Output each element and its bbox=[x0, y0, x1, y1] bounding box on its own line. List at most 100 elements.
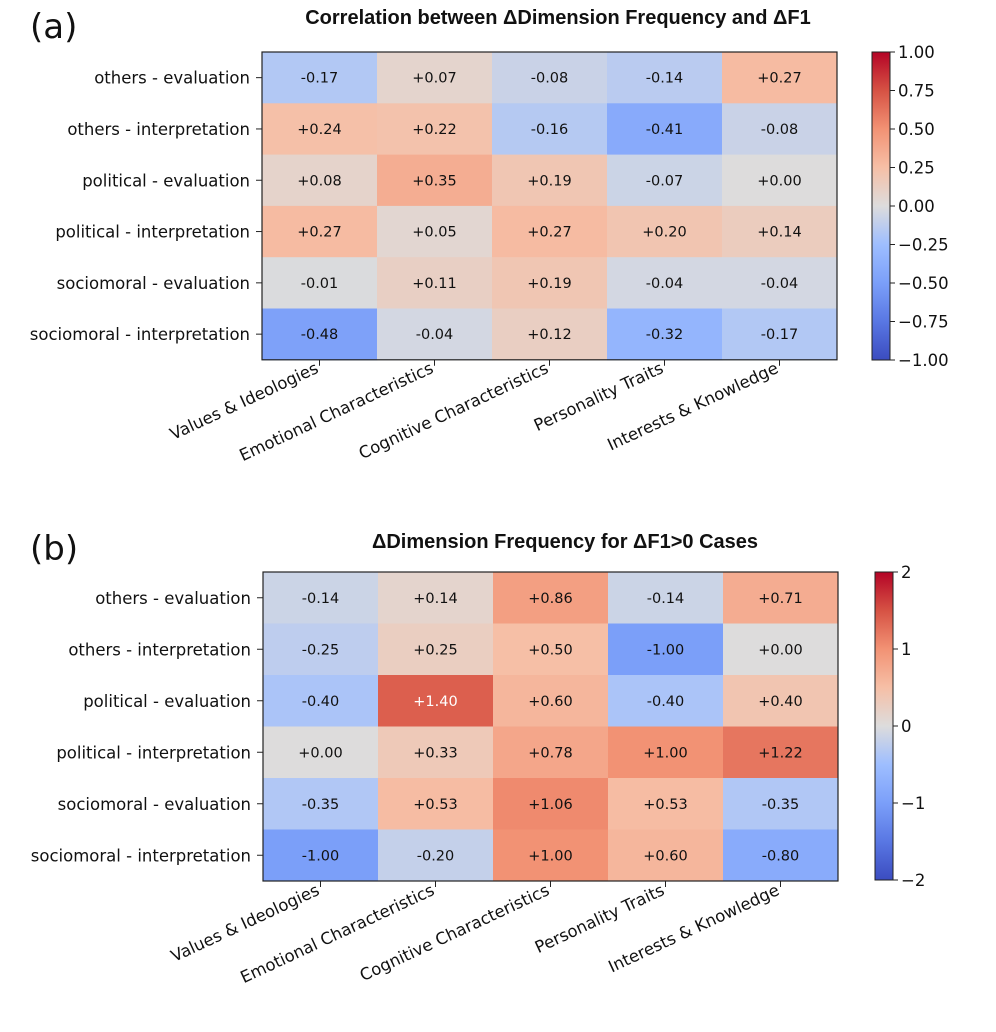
heatmap-cell bbox=[262, 205, 378, 258]
cell-value-label: -0.14 bbox=[647, 591, 685, 607]
heatmap-cell bbox=[378, 572, 494, 624]
cell-value-label: +0.86 bbox=[528, 591, 572, 607]
y-tick-label: others - evaluation bbox=[94, 69, 250, 88]
heatmap-cell bbox=[377, 103, 493, 156]
heatmap-cell bbox=[493, 623, 609, 676]
colorbar-tick-label: 0.75 bbox=[898, 82, 935, 101]
heatmap-cell bbox=[262, 103, 378, 156]
heatmap-cell bbox=[493, 778, 609, 830]
cell-value-label: -0.40 bbox=[302, 694, 340, 710]
colorbar-tick-label: 0.25 bbox=[898, 159, 935, 178]
cell-value-label: -0.17 bbox=[301, 71, 339, 87]
cell-value-label: +0.27 bbox=[297, 225, 341, 241]
heatmap-cell bbox=[263, 623, 379, 676]
heatmap-cell bbox=[722, 257, 838, 309]
x-tick-label: Cognitive Characteristics bbox=[357, 880, 552, 985]
cell-value-label: -0.04 bbox=[416, 327, 454, 343]
heatmap-cell bbox=[262, 257, 378, 309]
heatmap-cell bbox=[493, 726, 609, 779]
heatmap-panel-a: (a) Correlation between ΔDimension Freque… bbox=[30, 7, 949, 465]
cell-value-label: -0.07 bbox=[646, 173, 684, 189]
heatmap-cell bbox=[723, 623, 839, 676]
cell-value-label: -0.35 bbox=[762, 797, 800, 813]
heatmap-cell bbox=[492, 52, 608, 104]
heatmap-cell bbox=[493, 572, 609, 624]
heatmap-cell bbox=[492, 205, 608, 258]
cell-value-label: +0.19 bbox=[527, 276, 571, 292]
cell-value-label: -0.16 bbox=[531, 122, 569, 138]
cell-value-label: +0.12 bbox=[527, 327, 571, 343]
cell-value-label: -0.01 bbox=[301, 276, 339, 292]
heatmap-cell bbox=[492, 103, 608, 156]
heatmap-cell bbox=[378, 778, 494, 830]
colorbar-tick-label: −0.25 bbox=[898, 236, 949, 255]
cell-value-label: +0.20 bbox=[642, 225, 686, 241]
heatmap-cell bbox=[722, 52, 838, 104]
x-tick-label: Emotional Characteristics bbox=[237, 880, 437, 987]
cell-value-label: -0.08 bbox=[531, 71, 569, 87]
heatmap-cell bbox=[608, 623, 724, 676]
cell-value-label: -1.00 bbox=[302, 848, 340, 864]
heatmap-cell bbox=[723, 572, 839, 624]
heatmap-cell bbox=[608, 778, 724, 830]
heatmap-cell bbox=[262, 154, 378, 207]
cell-value-label: +1.00 bbox=[528, 848, 572, 864]
heatmap-cell bbox=[378, 726, 494, 779]
cell-value-label: +0.05 bbox=[412, 225, 456, 241]
y-tick-label: others - interpretation bbox=[68, 640, 251, 659]
cell-value-label: -0.17 bbox=[761, 327, 799, 343]
y-tick-label: others - evaluation bbox=[95, 589, 251, 608]
cell-value-label: +0.78 bbox=[528, 745, 572, 761]
panel-label: (b) bbox=[30, 529, 78, 569]
heatmap-cell bbox=[607, 103, 723, 156]
colorbar-tick-label: −1 bbox=[901, 794, 925, 813]
y-tick-label: political - interpretation bbox=[56, 743, 251, 762]
heatmap-cell bbox=[492, 308, 608, 361]
cell-value-label: +0.40 bbox=[758, 694, 802, 710]
heatmap-cell bbox=[608, 572, 724, 624]
heatmap-cell bbox=[722, 154, 838, 207]
cell-value-label: +0.00 bbox=[298, 745, 342, 761]
cell-value-label: +1.06 bbox=[528, 797, 572, 813]
heatmap-cell bbox=[262, 308, 378, 361]
x-tick-label: Cognitive Characteristics bbox=[356, 358, 551, 463]
cell-value-label: +0.27 bbox=[527, 225, 571, 241]
heatmap-cell bbox=[723, 778, 839, 830]
heatmap-cell bbox=[378, 675, 494, 727]
cell-value-label: -0.48 bbox=[301, 327, 339, 343]
colorbar bbox=[874, 571, 894, 881]
y-tick-label: sociomoral - evaluation bbox=[57, 274, 250, 293]
colorbar-tick-label: −2 bbox=[901, 871, 925, 890]
heatmap-cell bbox=[723, 829, 839, 882]
y-tick-label: political - evaluation bbox=[82, 171, 250, 190]
cell-value-label: +0.24 bbox=[297, 122, 341, 138]
heatmap-panel-b: (b) ΔDimension Frequency for ΔF1>0 Cases -… bbox=[30, 529, 925, 987]
heatmap-cell bbox=[608, 675, 724, 727]
cell-value-label: -0.08 bbox=[761, 122, 799, 138]
cell-value-label: +0.60 bbox=[643, 848, 687, 864]
colorbar-tick-label: −0.50 bbox=[898, 274, 949, 293]
chart-title: ΔDimension Frequency for ΔF1>0 Cases bbox=[372, 531, 758, 553]
heatmap-cell bbox=[492, 154, 608, 207]
heatmap-cell bbox=[608, 829, 724, 882]
y-tick-label: political - evaluation bbox=[83, 692, 251, 711]
cell-value-label: -0.35 bbox=[302, 797, 340, 813]
cell-value-label: +0.00 bbox=[758, 642, 802, 658]
colorbar-tick-label: 2 bbox=[901, 563, 912, 582]
heatmap-cell bbox=[493, 829, 609, 882]
cell-value-label: +0.08 bbox=[297, 173, 341, 189]
heatmap-cell bbox=[263, 829, 379, 882]
cell-value-label: +0.33 bbox=[413, 745, 457, 761]
heatmap-cell bbox=[377, 308, 493, 361]
cell-value-label: -0.80 bbox=[762, 848, 800, 864]
cell-value-label: -0.14 bbox=[646, 71, 684, 87]
cell-value-label: +0.19 bbox=[527, 173, 571, 189]
heatmap-cell bbox=[263, 675, 379, 727]
colorbar bbox=[871, 51, 891, 361]
cell-value-label: +0.14 bbox=[413, 591, 457, 607]
cell-value-label: +1.40 bbox=[413, 694, 457, 710]
heatmap-cell bbox=[722, 308, 838, 361]
heatmap-cell bbox=[263, 572, 379, 624]
cell-value-label: +1.22 bbox=[758, 745, 802, 761]
cell-value-label: +0.25 bbox=[413, 642, 457, 658]
